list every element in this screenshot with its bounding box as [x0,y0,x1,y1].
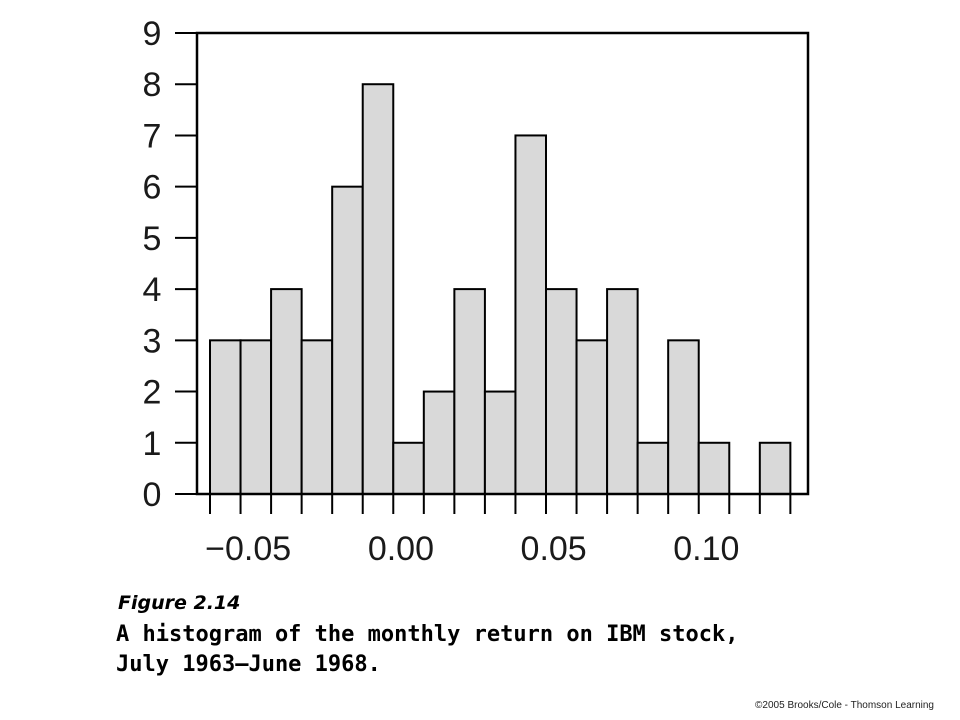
histogram-chart: 0 1 2 3 4 5 6 7 8 9 −0.05 0.00 0.05 0.10 [143,15,810,568]
x-tick-label: 0.00 [368,530,434,568]
y-axis-tick-labels: 0 1 2 3 4 5 6 7 8 9 [143,15,162,514]
histogram-bar [270,288,303,495]
histogram-bar [758,441,792,495]
y-tick-label: 7 [143,117,162,155]
y-tick-label: 6 [143,169,162,207]
y-axis-ticks [175,32,197,495]
x-tick-label: −0.05 [205,530,291,568]
x-tick-label: 0.10 [673,530,739,568]
histogram-bar [545,288,578,495]
histogram-bar [331,185,364,496]
histogram-bar [483,390,517,495]
histogram-bar [422,390,456,495]
histogram-bars [209,83,792,496]
histogram-bar [514,134,547,495]
y-tick-label: 5 [143,220,162,258]
histogram-bar [575,339,609,496]
copyright-notice: ©2005 Brooks/Cole - Thomson Learning [755,700,934,711]
histogram-bar [453,288,486,495]
figure-number: Figure 2.14 [118,592,241,614]
x-axis-tick-labels: −0.05 0.00 0.05 0.10 [205,530,739,568]
histogram-bar [361,83,395,495]
histogram-bar [606,288,639,495]
histogram-bar [300,339,334,496]
histogram-bar [667,339,700,496]
histogram-bar [636,441,670,495]
histogram-bar [392,441,425,495]
x-axis-ticks [209,494,792,514]
figure-caption: A histogram of the monthly return on IBM… [116,620,739,680]
y-tick-label: 2 [143,374,162,412]
plot-frame [195,31,810,496]
caption-line-2: July 1963–June 1968. [116,652,381,677]
y-tick-label: 4 [143,271,162,309]
x-tick-label: 0.05 [521,530,587,568]
y-tick-label: 3 [143,322,162,360]
y-tick-label: 9 [143,15,162,53]
caption-line-1: A histogram of the monthly return on IBM… [116,622,739,647]
histogram-bar [697,441,731,495]
histogram-bar [209,339,242,496]
histogram-bar [239,339,273,496]
y-tick-label: 8 [143,66,162,104]
y-tick-label: 0 [143,476,162,514]
y-tick-label: 1 [143,425,162,463]
